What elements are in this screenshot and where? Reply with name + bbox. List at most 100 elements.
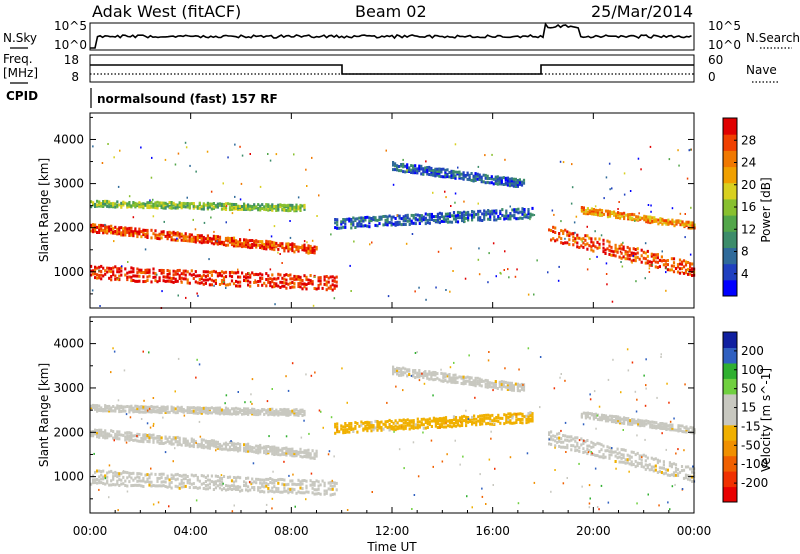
data-cell <box>130 404 133 408</box>
data-cell <box>136 435 138 437</box>
data-cell <box>406 213 409 217</box>
data-cell <box>360 224 363 228</box>
data-cell <box>158 436 161 440</box>
data-cell <box>395 422 397 425</box>
data-cell <box>487 413 490 417</box>
data-cell <box>420 164 423 168</box>
data-cell <box>490 177 493 181</box>
data-cell <box>126 205 129 209</box>
data-cell <box>263 478 266 482</box>
data-cell <box>113 240 115 243</box>
data-cell <box>144 435 147 439</box>
data-cell <box>644 251 647 255</box>
data-cell <box>120 273 123 277</box>
data-cell <box>684 213 686 215</box>
freq-panel <box>89 54 695 83</box>
data-cell <box>632 258 635 262</box>
data-cell <box>614 246 617 250</box>
data-cell <box>420 172 423 176</box>
data-cell <box>638 454 641 458</box>
data-cell <box>178 438 181 442</box>
data-cell <box>516 385 519 389</box>
data-cell <box>291 409 294 413</box>
data-cell <box>448 375 451 379</box>
data-cell <box>428 212 431 216</box>
data-cell <box>450 425 454 429</box>
data-cell <box>273 411 276 415</box>
data-cell <box>186 203 189 207</box>
data-cell <box>485 213 488 217</box>
data-cell <box>124 431 127 435</box>
data-cell <box>336 218 339 222</box>
data-cell <box>388 423 391 426</box>
data-cell <box>523 213 526 217</box>
data-cell <box>485 413 488 417</box>
data-cell <box>325 489 328 493</box>
data-cell <box>303 246 306 250</box>
data-cell <box>575 215 578 218</box>
data-cell <box>277 478 280 482</box>
data-cell <box>650 468 653 472</box>
data-cell <box>637 217 640 221</box>
data-cell <box>164 485 167 488</box>
data-cell <box>106 201 109 205</box>
data-cell <box>440 422 443 426</box>
data-cell <box>665 448 667 451</box>
data-cell <box>497 419 500 423</box>
data-cell <box>259 279 262 283</box>
data-cell <box>255 241 258 244</box>
data-cell <box>102 481 105 485</box>
data-cell <box>235 244 238 248</box>
data-cell <box>156 204 159 208</box>
data-cell <box>641 216 644 220</box>
data-cell <box>333 279 336 283</box>
data-cell <box>130 484 133 488</box>
data-cell <box>390 420 393 423</box>
data-cell <box>490 181 493 185</box>
data-cell <box>564 445 567 449</box>
data-cell <box>160 201 163 205</box>
data-cell <box>428 221 431 225</box>
data-cell <box>192 238 195 242</box>
data-cell <box>350 422 353 425</box>
data-cell <box>146 480 149 483</box>
data-cell <box>277 453 280 457</box>
data-cell <box>572 232 575 236</box>
data-cell <box>160 436 163 440</box>
data-cell <box>438 215 441 219</box>
noise-trace <box>90 22 692 49</box>
data-cell <box>289 203 292 207</box>
data-cell <box>309 281 312 285</box>
data-cell <box>265 445 268 449</box>
data-cell <box>134 201 137 205</box>
colorbar-swatch <box>723 424 737 441</box>
data-cell <box>206 441 209 445</box>
data-cell <box>291 285 294 289</box>
data-cell <box>146 268 149 272</box>
data-cell <box>114 483 117 487</box>
data-cell <box>477 415 480 419</box>
data-cell <box>512 184 515 188</box>
data-cell <box>316 215 318 217</box>
data-cell <box>297 275 300 279</box>
data-cell <box>509 205 511 208</box>
data-cell <box>454 421 458 425</box>
data-cell <box>656 266 659 269</box>
data-cell <box>598 442 601 446</box>
data-cell <box>394 223 397 227</box>
data-cell <box>396 168 399 172</box>
data-cell <box>170 231 173 235</box>
data-cell <box>257 280 260 283</box>
data-cell <box>360 420 363 424</box>
data-cell <box>170 238 173 242</box>
data-cell <box>96 469 99 473</box>
data-cell <box>226 487 230 491</box>
data-cell <box>196 205 199 209</box>
data-cell <box>92 403 95 407</box>
noise-panel <box>89 22 695 51</box>
data-cell <box>604 414 608 418</box>
data-cell <box>249 400 252 403</box>
data-cell <box>182 473 185 477</box>
data-cell <box>420 219 423 223</box>
